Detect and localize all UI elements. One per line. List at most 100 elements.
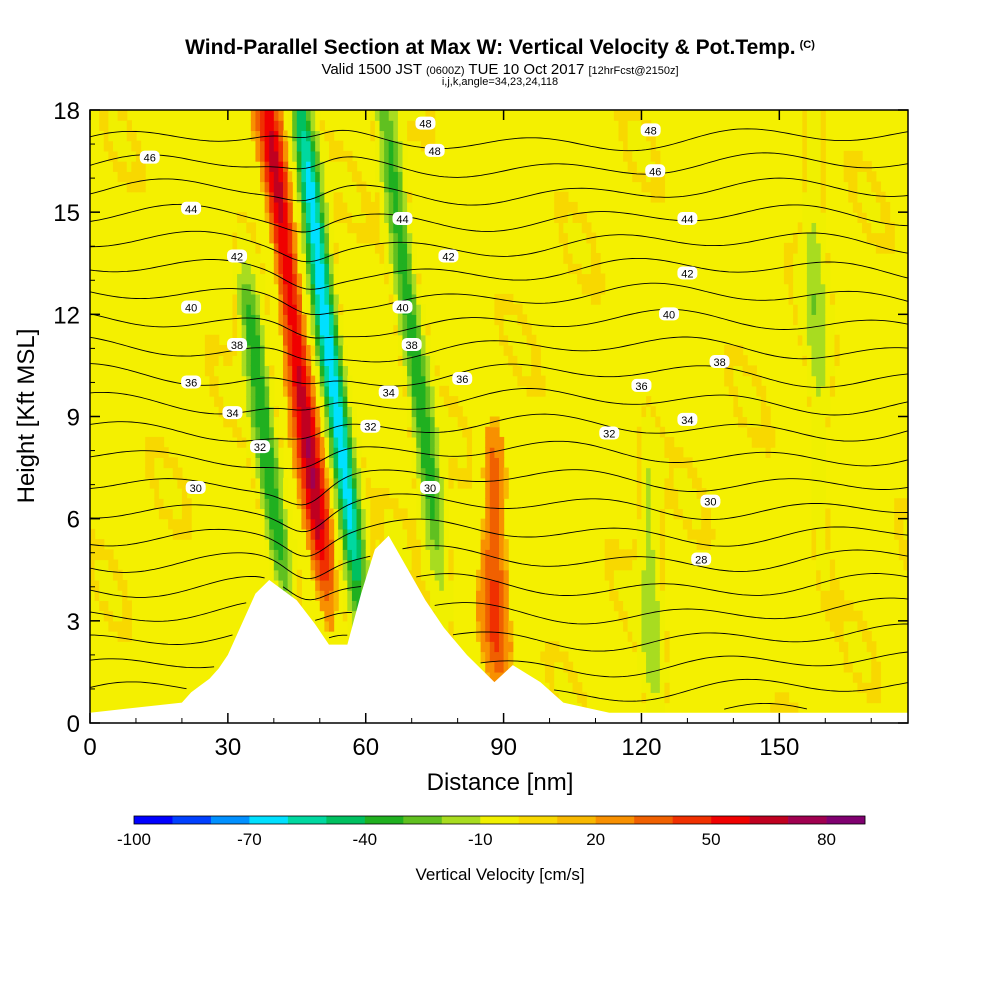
field-cell: [499, 457, 505, 469]
field-cell: [448, 620, 454, 632]
field-cell: [177, 467, 183, 479]
theta-label: 44: [181, 201, 202, 216]
field-cell: [407, 396, 413, 407]
field-cell: [232, 293, 238, 305]
field-cell: [393, 201, 399, 213]
field-cell: [338, 488, 344, 499]
theta-label: 30: [185, 481, 206, 495]
field-cell: [315, 232, 321, 244]
field-cell: [434, 549, 440, 561]
colorbar-swatch: [210, 816, 250, 824]
field-cell: [848, 610, 854, 622]
field-cell: [655, 590, 661, 601]
field-cell: [816, 120, 822, 132]
field-cell: [278, 150, 284, 162]
field-cell: [374, 508, 381, 520]
field-cell: [866, 641, 872, 653]
valid-date: TUE 10 Oct 2017: [468, 61, 585, 78]
field-cell: [485, 590, 491, 601]
field-cell: [751, 426, 757, 438]
field-cell: [590, 273, 597, 285]
field-cell: [839, 641, 845, 653]
field-cell: [586, 283, 592, 295]
field-cell: [310, 253, 316, 264]
field-cell: [278, 498, 284, 510]
field-cell: [287, 212, 293, 223]
field-cell: [834, 334, 840, 346]
field-cell: [733, 344, 739, 356]
field-cell: [802, 140, 808, 152]
field-cell: [811, 140, 817, 152]
field-cell: [269, 447, 275, 458]
field-cell: [117, 130, 123, 142]
field-cell: [567, 212, 574, 223]
field-cell: [250, 406, 257, 418]
field-cell: [260, 396, 266, 407]
field-cell: [650, 140, 656, 152]
field-cell: [439, 559, 445, 571]
field-cell: [287, 222, 293, 234]
field-cell: [457, 406, 463, 418]
field-cell: [834, 600, 840, 612]
field-cell: [333, 253, 339, 264]
field-cell: [292, 579, 298, 591]
field-cell: [384, 528, 390, 540]
field-cell: [315, 171, 321, 183]
field-cell: [260, 120, 266, 132]
field-cell: [650, 457, 656, 469]
field-cell: [361, 467, 367, 479]
field-cell: [319, 232, 325, 244]
field-cell: [448, 569, 454, 581]
field-cell: [434, 508, 440, 520]
field-cell: [627, 140, 633, 152]
field-cell: [457, 436, 463, 448]
field-cell: [264, 181, 270, 193]
field-cell: [636, 569, 643, 581]
field-cell: [283, 344, 289, 356]
field-cell: [820, 559, 826, 571]
field-cell: [149, 477, 155, 489]
theta-label-box: [222, 406, 243, 420]
field-cell: [825, 273, 831, 285]
terrain: [90, 535, 908, 723]
field-cell: [388, 232, 394, 244]
field-cell: [659, 488, 666, 499]
field-cell: [430, 498, 436, 510]
field-cell: [659, 457, 666, 469]
field-cell: [126, 181, 132, 193]
terrain-fill: [90, 535, 908, 723]
field-cell: [618, 120, 624, 132]
field-cell: [356, 488, 362, 499]
field-cell: [324, 365, 330, 377]
field-cell: [273, 253, 280, 264]
field-cell: [489, 641, 496, 653]
field-cell: [623, 140, 629, 152]
field-cell: [508, 620, 514, 632]
field-cell: [802, 212, 808, 223]
field-cell: [503, 477, 509, 489]
field-cell: [338, 355, 344, 367]
field-cell: [338, 314, 344, 326]
field-cell: [499, 620, 505, 632]
field-cell: [857, 171, 863, 183]
field-cell: [287, 130, 293, 142]
field-cell: [301, 120, 307, 132]
field-cell: [117, 579, 123, 591]
field-cell: [393, 498, 399, 510]
field-cell: [103, 579, 109, 591]
field-cell: [779, 692, 785, 704]
field-cell: [370, 222, 376, 234]
field-cell: [420, 528, 427, 540]
colorbar-tick-label: -10: [468, 830, 493, 849]
field-cell: [273, 150, 280, 162]
field-cell: [319, 365, 325, 377]
field-cell: [420, 569, 427, 581]
field-cell: [476, 569, 482, 581]
field-cell: [416, 498, 422, 510]
theta-label: 32: [599, 426, 620, 441]
field-cell: [485, 528, 491, 540]
field-cell: [806, 161, 813, 172]
field-cell: [283, 140, 289, 152]
field-cell: [324, 569, 330, 581]
field-cell: [370, 488, 376, 499]
